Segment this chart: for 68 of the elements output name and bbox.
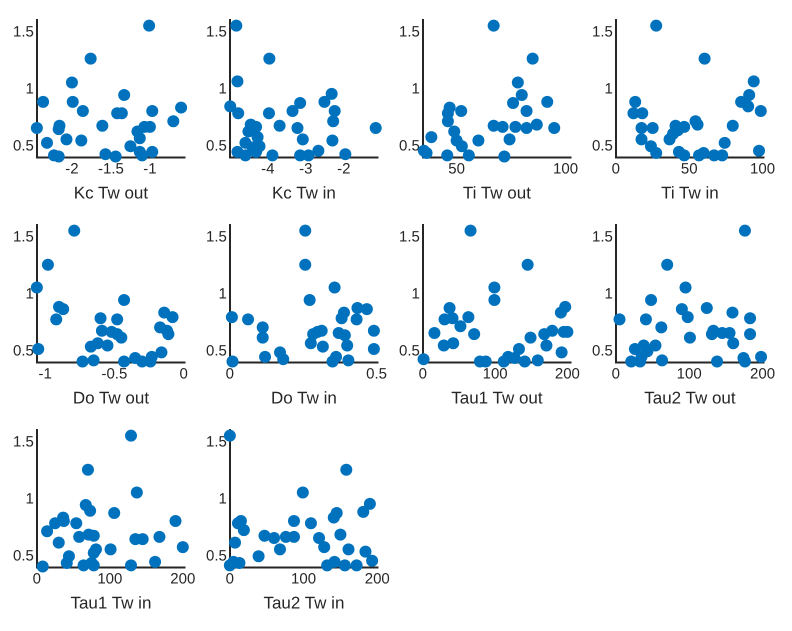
- x-tick-label: 0: [226, 570, 234, 588]
- x-axis-title: Ti Tw out: [462, 183, 532, 202]
- x-tick-label: 100: [750, 160, 776, 178]
- x-axis-title: Kc Tw in: [272, 183, 336, 202]
- y-tick-label: 1: [604, 286, 613, 303]
- y-tick-label: 1.5: [592, 228, 613, 246]
- y-tick-label: 0.5: [398, 137, 420, 154]
- x-tick-label: 200: [554, 366, 580, 383]
- y-tick-label: 1: [218, 286, 227, 303]
- y-tick-label: 1.5: [12, 228, 34, 246]
- x-tick-label: 0: [32, 570, 42, 588]
- x-tick-label: -0.5: [101, 366, 128, 383]
- x-tick-label: 0: [612, 160, 620, 178]
- y-tick-label: 1: [604, 80, 613, 98]
- y-tick-label: 1.5: [206, 434, 227, 451]
- x-axis-title: Kc Tw out: [74, 183, 148, 202]
- x-tick-label: 0: [179, 366, 188, 383]
- x-tick-label: 100: [553, 160, 578, 178]
- y-tick-label: 0.5: [12, 547, 34, 564]
- y-tick-label: 1: [26, 80, 34, 98]
- x-tick-label: 0: [612, 366, 620, 383]
- x-tick-label: -4: [261, 160, 275, 178]
- y-tick-label: 1: [412, 80, 420, 98]
- x-tick-label: -1.5: [98, 160, 124, 178]
- x-tick-label: 0: [226, 366, 234, 383]
- x-tick-label: 50: [680, 160, 698, 178]
- x-tick-label: -2: [337, 160, 350, 178]
- y-tick-label: 0.5: [206, 342, 227, 360]
- x-tick-label: 100: [291, 570, 316, 588]
- y-tick-label: 0.5: [206, 137, 227, 154]
- x-tick-label: -2: [65, 160, 79, 178]
- y-tick-label: 1: [218, 490, 227, 508]
- x-axis-title: Tau1 Tw out: [451, 388, 543, 408]
- x-tick-label: 200: [364, 570, 390, 588]
- y-tick-label: 0.5: [398, 342, 420, 360]
- y-tick-label: 1.5: [206, 228, 227, 246]
- x-tick-label: -3: [299, 160, 312, 178]
- x-axis-title: Tau2 Tw out: [644, 388, 736, 408]
- y-tick-label: 1.5: [206, 24, 227, 41]
- x-axis-title: Do Tw out: [72, 388, 150, 408]
- x-tick-label: -1: [38, 366, 52, 383]
- x-axis-title: Ti Tw in: [661, 183, 719, 202]
- y-tick-label: 0.5: [592, 137, 613, 154]
- y-tick-label: 1.5: [398, 228, 420, 246]
- x-axis-title: Tau2 Tw in: [263, 593, 344, 612]
- y-tick-label: 1.5: [592, 24, 613, 41]
- y-tick-label: 0.5: [12, 137, 34, 154]
- y-tick-label: 1: [412, 286, 420, 303]
- x-tick-label: 50: [448, 160, 465, 178]
- y-tick-label: 1.5: [12, 24, 34, 41]
- y-tick-label: 1.5: [398, 24, 420, 41]
- y-tick-label: 1: [218, 80, 227, 98]
- x-tick-label: 0.5: [366, 366, 387, 383]
- y-tick-label: 0.5: [592, 342, 613, 360]
- y-tick-label: 0.5: [206, 547, 227, 564]
- x-tick-label: 200: [170, 570, 196, 588]
- x-tick-label: 100: [482, 366, 508, 383]
- y-tick-label: 1.5: [12, 434, 34, 451]
- y-tick-label: 1: [26, 286, 34, 303]
- x-axis-title: Do Tw in: [271, 388, 337, 408]
- x-tick-label: 0: [418, 366, 428, 383]
- y-tick-label: 0.5: [12, 342, 34, 360]
- x-tick-label: 100: [97, 570, 122, 588]
- x-tick-label: 200: [750, 366, 776, 383]
- x-tick-label: -1: [143, 160, 157, 178]
- x-tick-label: 100: [676, 366, 702, 383]
- y-tick-label: 1: [26, 490, 34, 508]
- x-axis-title: Tau1 Tw in: [70, 593, 152, 612]
